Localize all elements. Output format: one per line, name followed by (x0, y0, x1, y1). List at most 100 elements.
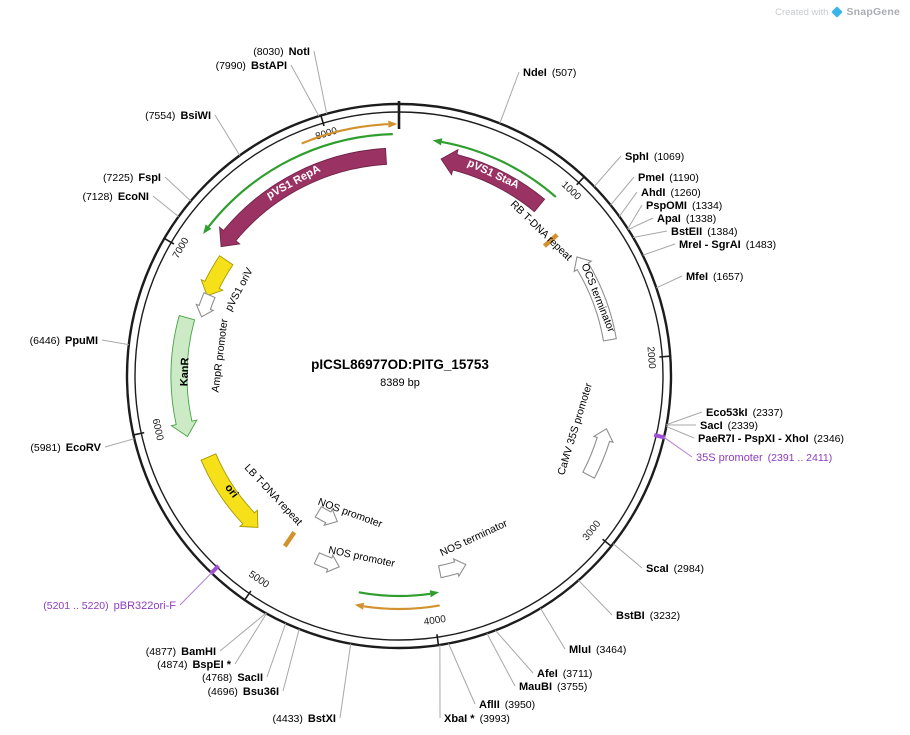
site-name: SphI (625, 151, 649, 163)
site-label-scai[interactable]: ScaI (2984) (646, 563, 704, 575)
watermark-brand: SnapGene (846, 6, 900, 18)
site-label-mfei[interactable]: MfeI (1657) (686, 271, 743, 283)
site-leader-line (219, 612, 267, 652)
site-name: MauBI (519, 681, 552, 693)
site-label-ahdi[interactable]: AhdI (1260) (641, 187, 701, 199)
site-position: (2984) (674, 563, 704, 575)
feature-ori[interactable] (200, 453, 259, 528)
site-label-bstapi[interactable]: (7990) BstAPI (216, 60, 287, 72)
site-name: BstEII (671, 226, 702, 238)
site-leader-line (666, 411, 703, 426)
site-label-paer7i-pspxi-xhoi[interactable]: PaeR7I - PspXI - XhoI (2346) (698, 433, 844, 445)
feature-camv-35s-promoter[interactable] (582, 428, 615, 479)
site-name: SacII (237, 672, 263, 684)
site-label-bstxi[interactable]: (4433) BstXI (273, 713, 336, 725)
feature-ampr-promoter[interactable] (195, 292, 216, 318)
feature-label-ocs-terminator[interactable]: OCS terminator (579, 262, 618, 335)
site-position: (4877) (146, 646, 176, 658)
feature-label-rb-t-dna-repeat[interactable]: RB T-DNA repeat (508, 198, 575, 263)
site-name: NdeI (523, 67, 547, 79)
orf-arrow-green[interactable] (441, 140, 557, 198)
feature-rb-t-dna-repeat[interactable] (542, 233, 559, 248)
scale-tick (436, 634, 440, 647)
site-label-bsiwi[interactable]: (7554) BsiWI (145, 110, 211, 122)
site-name: PmeI (638, 172, 664, 184)
site-label-mrei-sgrai[interactable]: MreI - SgrAI (1483) (679, 239, 776, 251)
site-position: (5201 .. 5220) (43, 600, 108, 612)
site-label-noti[interactable]: (8030) NotI (253, 46, 310, 58)
site-position: (1190) (669, 172, 699, 184)
feature-pvs1-oriv[interactable] (200, 255, 234, 297)
primer-site-tick[interactable] (653, 433, 666, 440)
site-label-apai[interactable]: ApaI (1338) (657, 213, 716, 225)
site-label-xbai[interactable]: XbaI * (3993) (444, 713, 510, 725)
feature-kanr[interactable] (170, 315, 198, 438)
site-leader-line (486, 633, 516, 687)
site-leader-line (495, 630, 534, 674)
site-label-sacii[interactable]: (4768) SacII (202, 672, 263, 684)
site-position: (1338) (686, 213, 716, 225)
site-leader-line (499, 71, 520, 124)
site-label-bstbi[interactable]: BstBI (3232) (616, 610, 680, 622)
plasmid-backbone-outer-ring (125, 102, 673, 650)
site-label-35s-promoter[interactable]: 35S promoter (2391 .. 2411) (696, 452, 832, 464)
site-label-ndei[interactable]: NdeI (507) (523, 67, 576, 79)
site-label-afei[interactable]: AfeI (3711) (537, 668, 592, 680)
feature-pvs1-repa[interactable] (219, 147, 387, 248)
site-label-ecorv[interactable]: (5981) EcoRV (30, 442, 101, 454)
site-leader-line (578, 579, 613, 616)
scale-tick-label: 7000 (171, 235, 192, 260)
feature-label-kanr[interactable]: KanR (179, 357, 192, 386)
feature-label-ampr-promoter[interactable]: AmpR promoter (210, 318, 231, 394)
feature-nos-promoter[interactable] (313, 552, 340, 574)
site-leader-line (642, 243, 676, 256)
site-name: SacI (700, 420, 723, 432)
site-leader-line (610, 176, 635, 206)
orf-arrow-green[interactable] (358, 591, 431, 598)
site-label-pbr322ori-f[interactable]: (5201 .. 5220) pBR322ori-F (43, 600, 176, 612)
site-label-bamhi[interactable]: (4877) BamHI (146, 646, 216, 658)
site-label-sphi[interactable]: SphI (1069) (625, 151, 684, 163)
site-name: PpuMI (65, 335, 98, 347)
feature-pvs1-staa[interactable] (440, 148, 546, 213)
watermark-created-with: Created with (775, 6, 829, 18)
scale-tick-label: 5000 (246, 569, 271, 591)
site-label-bsu36i[interactable]: (4696) Bsu36I (208, 686, 279, 698)
site-label-mlui[interactable]: MluI (3464) (569, 644, 626, 656)
orf-arrow-green[interactable] (207, 133, 393, 228)
site-name: ApaI (657, 213, 681, 225)
site-leader-line (234, 613, 267, 665)
scale-tick (319, 114, 325, 127)
site-label-aflii[interactable]: AflII (3950) (479, 699, 535, 711)
site-leader-line (663, 436, 693, 458)
site-position: (2337) (753, 407, 783, 419)
site-label-bspei[interactable]: (4874) BspEI * (157, 659, 232, 671)
site-label-fspi[interactable]: (7225) FspI (103, 172, 161, 184)
site-label-maubi[interactable]: MauBI (3755) (519, 681, 587, 693)
site-label-bsteii[interactable]: BstEII (1384) (671, 226, 738, 238)
orf-arrow-orange-head (354, 602, 365, 610)
site-label-pspomi[interactable]: PspOMI (1334) (646, 200, 722, 212)
site-leader-line (627, 204, 643, 230)
feature-ocs-terminator[interactable] (573, 256, 617, 342)
site-label-pmei[interactable]: PmeI (1190) (638, 172, 699, 184)
site-leader-line (448, 643, 476, 705)
site-label-ppumi[interactable]: (6446) PpuMI (30, 335, 98, 347)
feature-lb-t-dna-repeat[interactable] (282, 530, 297, 548)
site-position: (6446) (30, 335, 60, 347)
site-leader-line (266, 623, 287, 678)
feature-nos-promoter[interactable] (314, 505, 339, 527)
site-name: pBR322ori-F (114, 600, 177, 612)
site-label-econi[interactable]: (7128) EcoNI (82, 191, 149, 203)
orf-arrow-orange[interactable] (301, 123, 389, 145)
site-name: BspEI * (192, 659, 231, 671)
site-position: (3464) (596, 644, 626, 656)
primer-site-tick[interactable] (209, 564, 220, 576)
feature-label-nos-terminator[interactable]: NOS terminator (438, 517, 510, 559)
site-name: AhdI (641, 187, 665, 199)
feature-nos-terminator[interactable] (437, 557, 467, 579)
site-label-saci[interactable]: SacI (2339) (700, 420, 758, 432)
site-position: (7990) (216, 60, 246, 72)
orf-arrow-orange[interactable] (363, 604, 440, 611)
site-label-eco53ki[interactable]: Eco53kI (2337) (706, 407, 783, 419)
